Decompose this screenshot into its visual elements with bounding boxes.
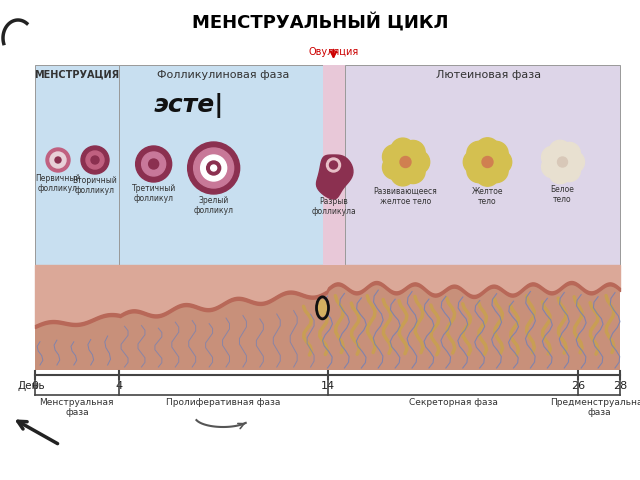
Text: Секреторная фаза: Секреторная фаза (408, 398, 497, 407)
Circle shape (488, 150, 512, 174)
FancyBboxPatch shape (118, 65, 328, 265)
FancyBboxPatch shape (344, 65, 620, 265)
Circle shape (541, 156, 564, 178)
Circle shape (401, 159, 425, 183)
Text: 0: 0 (31, 381, 38, 391)
Circle shape (326, 158, 340, 172)
Circle shape (477, 152, 497, 172)
FancyBboxPatch shape (323, 65, 344, 265)
Circle shape (549, 162, 571, 184)
Text: Белое
тело: Белое тело (550, 185, 575, 204)
Circle shape (476, 138, 500, 162)
Circle shape (201, 155, 227, 181)
Circle shape (554, 153, 572, 171)
Text: 14: 14 (321, 381, 335, 391)
Text: Желтое
тело: Желтое тело (472, 187, 503, 206)
Circle shape (188, 142, 239, 194)
Circle shape (558, 160, 580, 181)
Circle shape (91, 156, 99, 164)
FancyBboxPatch shape (35, 265, 620, 370)
Circle shape (558, 143, 580, 164)
Text: Лютеиновая фаза: Лютеиновая фаза (436, 70, 541, 80)
Polygon shape (316, 155, 353, 199)
Text: Фолликулиновая фаза: Фолликулиновая фаза (157, 70, 289, 80)
Circle shape (50, 152, 66, 168)
Circle shape (482, 156, 493, 168)
Circle shape (476, 162, 500, 186)
Text: 28: 28 (613, 381, 627, 391)
Text: Третичный
фолликул: Третичный фолликул (132, 184, 176, 204)
Text: МЕНСТРУАЛЬНЫЙ ЦИКЛ: МЕНСТРУАЛЬНЫЙ ЦИКЛ (192, 13, 448, 32)
Text: Предменструальная
фаза: Предменструальная фаза (550, 398, 640, 418)
Text: Разрыв
фолликула: Разрыв фолликула (311, 197, 356, 216)
Circle shape (467, 158, 491, 183)
Circle shape (86, 151, 104, 169)
Circle shape (563, 151, 584, 173)
Circle shape (463, 150, 488, 174)
Text: Менструальная
фаза: Менструальная фаза (40, 398, 114, 418)
Circle shape (194, 148, 234, 188)
Circle shape (467, 141, 491, 166)
Circle shape (390, 138, 415, 162)
Circle shape (390, 162, 415, 186)
Circle shape (383, 144, 406, 169)
Circle shape (330, 161, 337, 169)
FancyBboxPatch shape (35, 65, 118, 265)
Circle shape (383, 155, 406, 180)
Ellipse shape (319, 300, 326, 316)
Text: Развивающееся
желтое тело: Развивающееся желтое тело (374, 187, 437, 206)
Text: 4: 4 (115, 381, 122, 391)
Circle shape (396, 152, 415, 172)
Circle shape (400, 156, 411, 168)
Circle shape (484, 141, 508, 166)
Circle shape (207, 161, 221, 175)
Circle shape (549, 140, 571, 162)
Circle shape (211, 165, 217, 171)
Text: 26: 26 (572, 381, 586, 391)
Circle shape (401, 141, 425, 165)
Circle shape (557, 157, 568, 167)
Circle shape (484, 158, 508, 183)
Text: Пролиферативная фаза: Пролиферативная фаза (166, 398, 280, 407)
Circle shape (81, 146, 109, 174)
Text: МЕНСТРУАЦИЯ: МЕНСТРУАЦИЯ (35, 70, 120, 80)
Text: Вторичный
фолликул: Вторичный фолликул (72, 176, 117, 195)
Text: Зрелый
фолликул: Зрелый фолликул (194, 196, 234, 216)
Circle shape (406, 150, 429, 174)
Circle shape (136, 146, 172, 182)
Text: эсте|: эсте| (154, 93, 224, 118)
Text: Первичный
фолликул: Первичный фолликул (35, 174, 81, 193)
Text: День: День (17, 381, 45, 391)
Circle shape (541, 146, 564, 168)
Circle shape (55, 157, 61, 163)
Text: Овуляция: Овуляция (308, 47, 358, 57)
Circle shape (141, 152, 166, 176)
Circle shape (46, 148, 70, 172)
Circle shape (148, 159, 159, 169)
